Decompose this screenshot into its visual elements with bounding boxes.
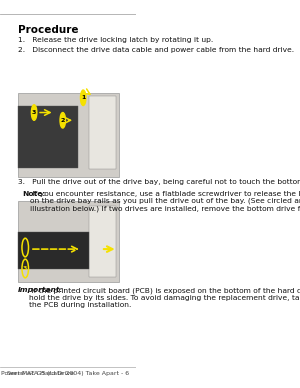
Text: 3: 3: [23, 266, 27, 271]
Text: 3: 3: [32, 110, 36, 115]
Text: Power Mac G5 (Late 2004) Take Apart - 6: Power Mac G5 (Late 2004) Take Apart - 6: [2, 371, 130, 376]
FancyBboxPatch shape: [18, 201, 119, 282]
Circle shape: [60, 113, 65, 128]
Circle shape: [32, 105, 37, 120]
Text: Important:: Important:: [18, 287, 63, 293]
Text: 1.   Release the drive locking latch by rotating it up.: 1. Release the drive locking latch by ro…: [18, 37, 213, 43]
FancyBboxPatch shape: [18, 232, 89, 269]
Text: 2: 2: [61, 118, 65, 123]
Text: If you encounter resistance, use a flatblade screwdriver to release the latches
: If you encounter resistance, use a flatb…: [30, 191, 300, 212]
Text: Procedure: Procedure: [18, 25, 78, 35]
Text: If the printed circuit board (PCB) is exposed on the bottom of the hard drive,
h: If the printed circuit board (PCB) is ex…: [29, 287, 300, 308]
FancyBboxPatch shape: [89, 206, 116, 277]
Text: Serial ATA Hard Drive: Serial ATA Hard Drive: [7, 371, 74, 376]
Text: 2.   Disconnect the drive data cable and power cable from the hard drive.: 2. Disconnect the drive data cable and p…: [18, 47, 294, 53]
Circle shape: [80, 90, 86, 106]
Text: 1: 1: [81, 95, 85, 100]
FancyBboxPatch shape: [89, 96, 116, 169]
FancyBboxPatch shape: [18, 93, 119, 177]
Text: Note:: Note:: [22, 191, 46, 197]
Text: 3.   Pull the drive out of the drive bay, being careful not to touch the bottom : 3. Pull the drive out of the drive bay, …: [18, 179, 300, 185]
FancyBboxPatch shape: [18, 106, 78, 168]
